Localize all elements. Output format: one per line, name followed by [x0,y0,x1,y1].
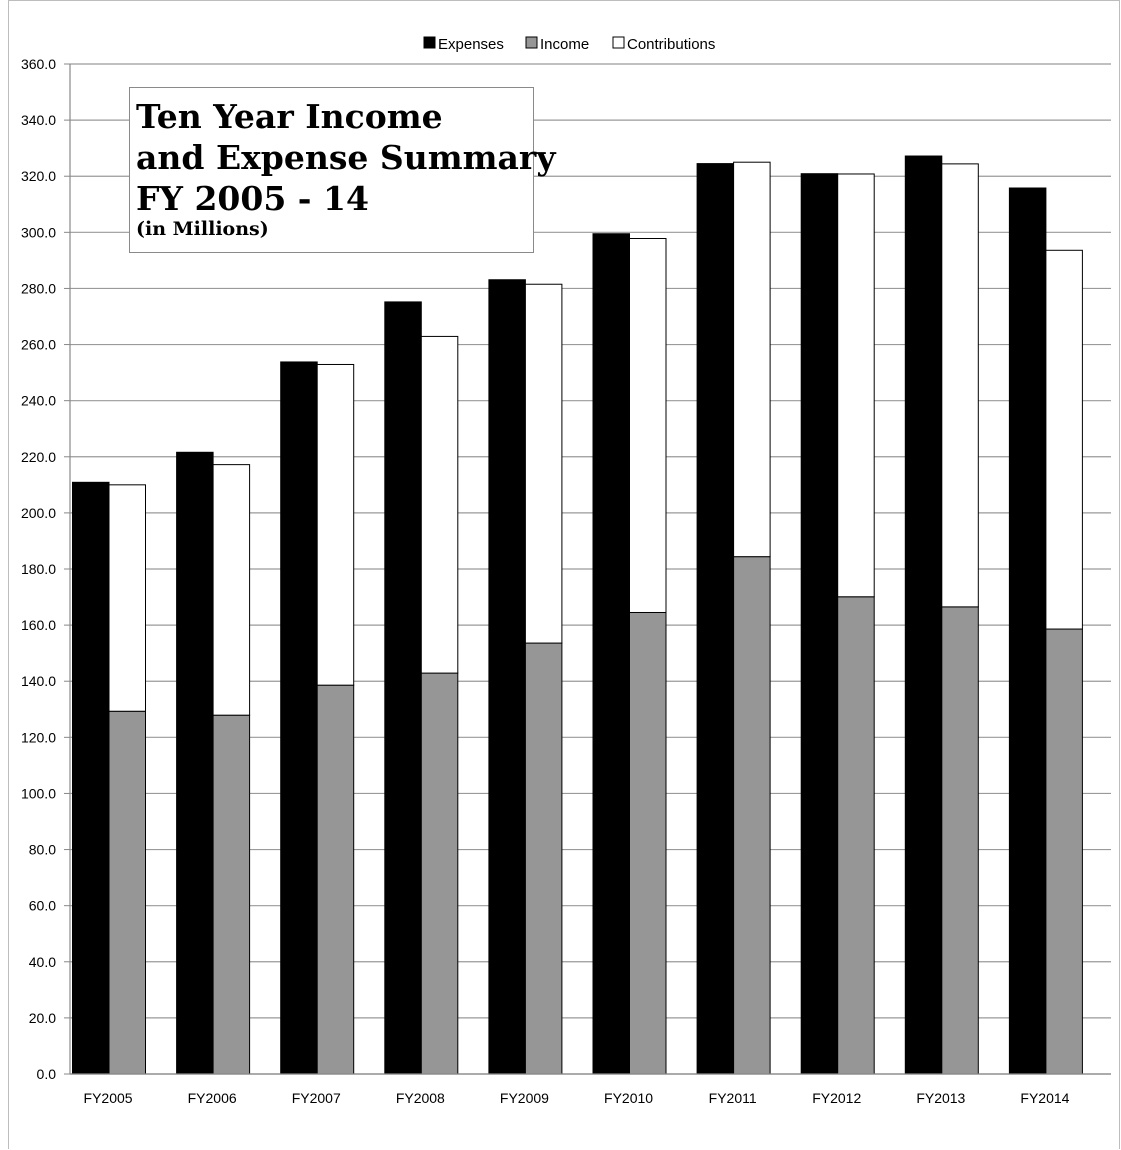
bar-expenses [1008,187,1047,1075]
y-tick-label: 160.0 [21,617,56,633]
bar-expenses [280,361,318,1075]
x-tick-label: FY2007 [292,1090,341,1106]
bar-contributions [1045,249,1083,630]
bar-income [629,611,667,1075]
x-tick-label: FY2011 [709,1090,757,1106]
legend-label: Income [540,36,589,53]
y-tick-label: 0.0 [37,1066,57,1082]
bar-expenses [72,481,110,1075]
x-tick-label: FY2013 [916,1090,965,1106]
bar-income [420,672,459,1075]
bar-expenses [176,451,214,1075]
x-tick-label: FY2012 [812,1090,861,1106]
bar-expenses [800,173,839,1075]
y-tick-label: 360.0 [21,56,56,72]
legend-swatch [525,36,538,49]
bar-expenses [384,301,422,1075]
chart-frame [8,0,1120,1149]
y-tick-label: 80.0 [29,842,56,858]
bar-contributions [316,363,355,686]
bar-income [212,714,251,1075]
bar-contributions [108,484,146,712]
y-tick-label: 40.0 [29,954,56,970]
y-axis: 0.0 20.0 40.0 60.0 80.0 100.0 120.0 140.0 160.0 1… [21,56,71,1082]
chart-title-box: Ten Year Income and Expense Summary FY 2… [129,87,556,253]
bar-income [837,596,875,1075]
legend-swatch [612,36,625,49]
bar-expenses [696,163,735,1075]
y-tick-label: 320.0 [21,168,56,184]
bar-contributions [629,238,667,613]
bar-contributions [420,335,459,674]
legend-swatch [423,36,436,49]
chart-title-line-3: FY 2005 - 14 [136,179,369,218]
bar-income [733,556,771,1075]
bar-contributions [212,464,251,716]
legend: Expenses Income Contributions [423,36,715,53]
x-axis: FY2005 FY2006 FY2007 FY2008 FY2009 FY2010 FY20… [70,1073,1111,1106]
x-tick-label: FY2010 [604,1090,653,1106]
bar-income [941,606,979,1075]
bar-expenses [904,155,943,1075]
y-tick-label: 100.0 [21,785,56,801]
x-tick-label: FY2014 [1020,1090,1069,1106]
bar-contributions [524,283,563,644]
bar-expenses [592,233,630,1075]
x-tick-label: FY2009 [500,1090,549,1106]
y-tick-label: 60.0 [29,898,56,914]
bar-income [1045,628,1083,1075]
y-tick-label: 220.0 [21,449,56,465]
bar-contributions [733,161,771,558]
bars [72,155,1083,1075]
y-tick-label: 280.0 [21,280,56,296]
y-tick-label: 120.0 [21,729,56,745]
bar-contributions [941,163,979,608]
x-tick-label: FY2006 [188,1090,237,1106]
legend-label: Contributions [627,36,715,53]
legend-label: Expenses [438,36,504,53]
y-tick-label: 300.0 [21,224,56,240]
y-tick-label: 140.0 [21,673,56,689]
y-tick-label: 340.0 [21,112,56,128]
x-tick-label: FY2005 [84,1090,133,1106]
bar-income [524,642,563,1075]
bar-expenses [488,279,526,1075]
y-tick-label: 180.0 [21,561,56,577]
bar-contributions [837,173,875,598]
x-tick-label: FY2008 [396,1090,445,1106]
y-tick-label: 20.0 [29,1010,56,1026]
y-tick-label: 200.0 [21,505,56,521]
y-tick-label: 240.0 [21,393,56,409]
bar-income [316,684,355,1075]
chart-subtitle: (in Millions) [136,218,269,240]
bar-income [108,710,146,1075]
chart-title-line-2: and Expense Summary [136,138,556,177]
chart-title-line-1: Ten Year Income [136,97,443,136]
y-tick-label: 260.0 [21,337,56,353]
